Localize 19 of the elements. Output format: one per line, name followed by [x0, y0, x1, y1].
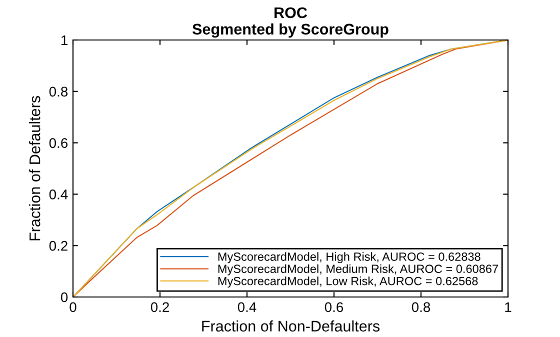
x-tick-label: 1 — [505, 302, 512, 312]
y-tick-label: 0.6 — [49, 138, 68, 148]
y-tick-label: 0.8 — [49, 86, 68, 97]
x-tick-label: 0.2 — [150, 302, 169, 312]
x-axis-title: Fraction of Non-Defaulters — [202, 320, 380, 332]
legend-label: MyScorecardModel, Low Risk, AUROC = 0.62568 — [218, 276, 478, 288]
x-tick-label: 0 — [70, 302, 76, 312]
y-tick-label: 0.4 — [49, 190, 68, 200]
legend-label: MyScorecardModel, Medium Risk, AUROC = 0.60867 — [218, 264, 498, 276]
y-tick-label: 0.2 — [49, 240, 68, 251]
x-tick-label: 0.6 — [324, 302, 344, 312]
y-tick-label: 1 — [61, 35, 68, 46]
y-tick-label: 0 — [60, 292, 68, 302]
line-series — [73, 40, 508, 297]
x-tick-label: 0.4 — [238, 302, 256, 312]
legend-label: MyScorecardModel, High Risk, AUROC = 0.62838 — [218, 252, 480, 264]
x-tick-label: 0.8 — [412, 302, 430, 312]
chart-title: ROC Segmented by ScoreGroup — [192, 7, 388, 38]
y-axis-title: Fraction of Defaulters — [29, 96, 40, 240]
